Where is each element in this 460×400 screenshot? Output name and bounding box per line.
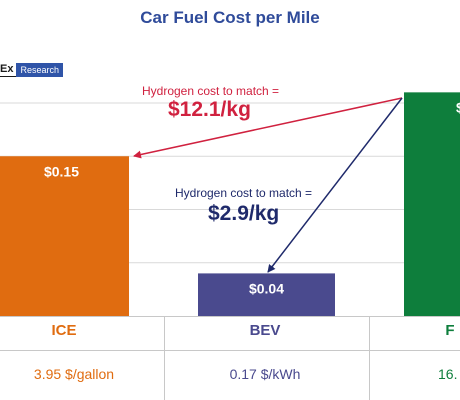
annotation-bev-label: Hydrogen cost to match = (175, 186, 313, 200)
table-lines (0, 316, 460, 400)
category-label-bev: BEV (249, 322, 281, 339)
arrow-to-ice (133, 97, 403, 159)
arrow-to-bev (267, 97, 403, 273)
brand-name: Ex (0, 63, 17, 77)
annotation-arrows (133, 97, 403, 273)
annotation-ice-value: $12.1/kg (168, 98, 251, 121)
bar-ice (0, 156, 129, 316)
bar-bev (198, 273, 335, 316)
annotation-ice-label: Hydrogen cost to match = (142, 84, 280, 98)
bar-fcev-value-label: $ (456, 99, 460, 115)
brand-logo: Ex Research (0, 63, 63, 77)
bar-bev-value-label: $0.04 (249, 280, 284, 296)
bar-ice-value-label: $0.15 (44, 163, 79, 179)
cost-basis-bev: 0.17 $/kWh (229, 366, 301, 382)
chart-title: Car Fuel Cost per Mile (140, 8, 320, 27)
brand-tag: Research (16, 63, 63, 77)
category-label-fcev: F (445, 322, 455, 339)
bar-labels: $0.15 $0.04 $ (44, 99, 460, 296)
cost-basis-ice: 3.95 $/gallon (33, 366, 115, 382)
bars (0, 92, 460, 316)
bar-fcev (404, 92, 460, 316)
annotation-bev-value: $2.9/kg (208, 202, 280, 225)
category-label-ice: ICE (51, 322, 77, 339)
cost-basis-fcev: 16. (438, 366, 458, 382)
